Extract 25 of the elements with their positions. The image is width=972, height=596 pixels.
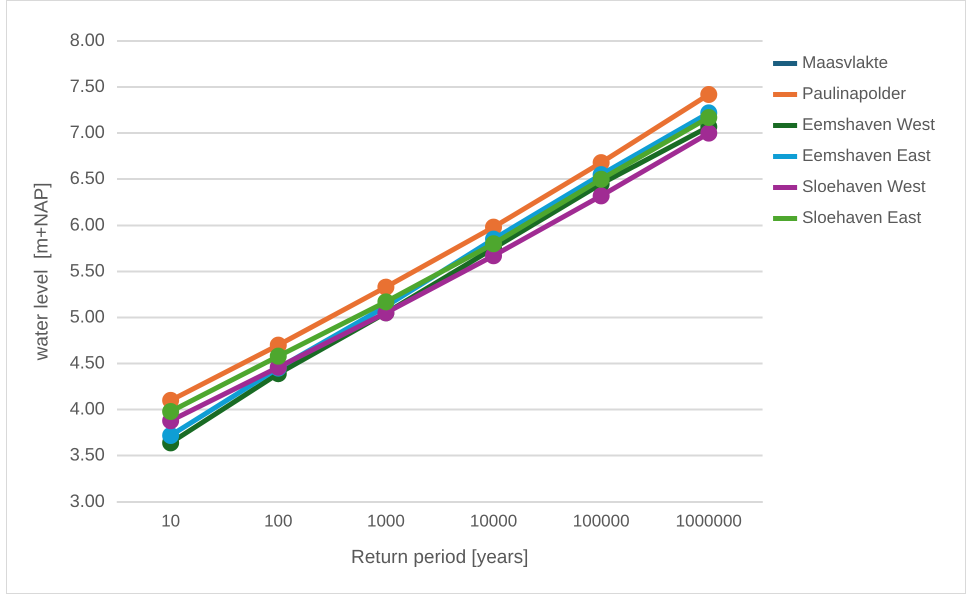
x-tick-label: 100 <box>264 512 292 531</box>
legend-label: Maasvlakte <box>802 53 888 72</box>
x-tick-label: 1000000 <box>676 512 742 531</box>
legend-label: Eemshaven East <box>802 146 931 166</box>
x-tick-label: 10000 <box>470 512 518 531</box>
y-tick-label: 6.00 <box>70 214 105 234</box>
x-tick-label: 1000 <box>366 512 405 531</box>
y-tick-label: 4.50 <box>70 352 105 373</box>
x-tick-label: 10 <box>161 512 180 531</box>
y-tick-label: 3.00 <box>70 490 105 511</box>
y-tick-label: 8.00 <box>70 30 105 50</box>
y-axis-title: water level [m+NAP] <box>32 182 53 362</box>
y-tick-label: 5.00 <box>70 306 105 326</box>
legend-label: Eemshaven West <box>802 115 936 134</box>
legend-label: Sloehaven West <box>802 177 926 196</box>
y-tick-label: 6.50 <box>70 168 105 188</box>
y-tick-label: 3.50 <box>70 444 105 465</box>
x-axis-title: Return period [years] <box>351 546 528 568</box>
legend-label: Paulinapolder <box>802 84 906 104</box>
legend-label: Sloehaven East <box>802 208 922 228</box>
y-tick-label: 7.00 <box>70 122 105 142</box>
y-tick-label: 7.50 <box>70 76 105 96</box>
y-tick-label: 4.00 <box>70 398 105 419</box>
x-tick-label: 100000 <box>572 512 630 531</box>
y-tick-label: 5.50 <box>70 260 105 280</box>
